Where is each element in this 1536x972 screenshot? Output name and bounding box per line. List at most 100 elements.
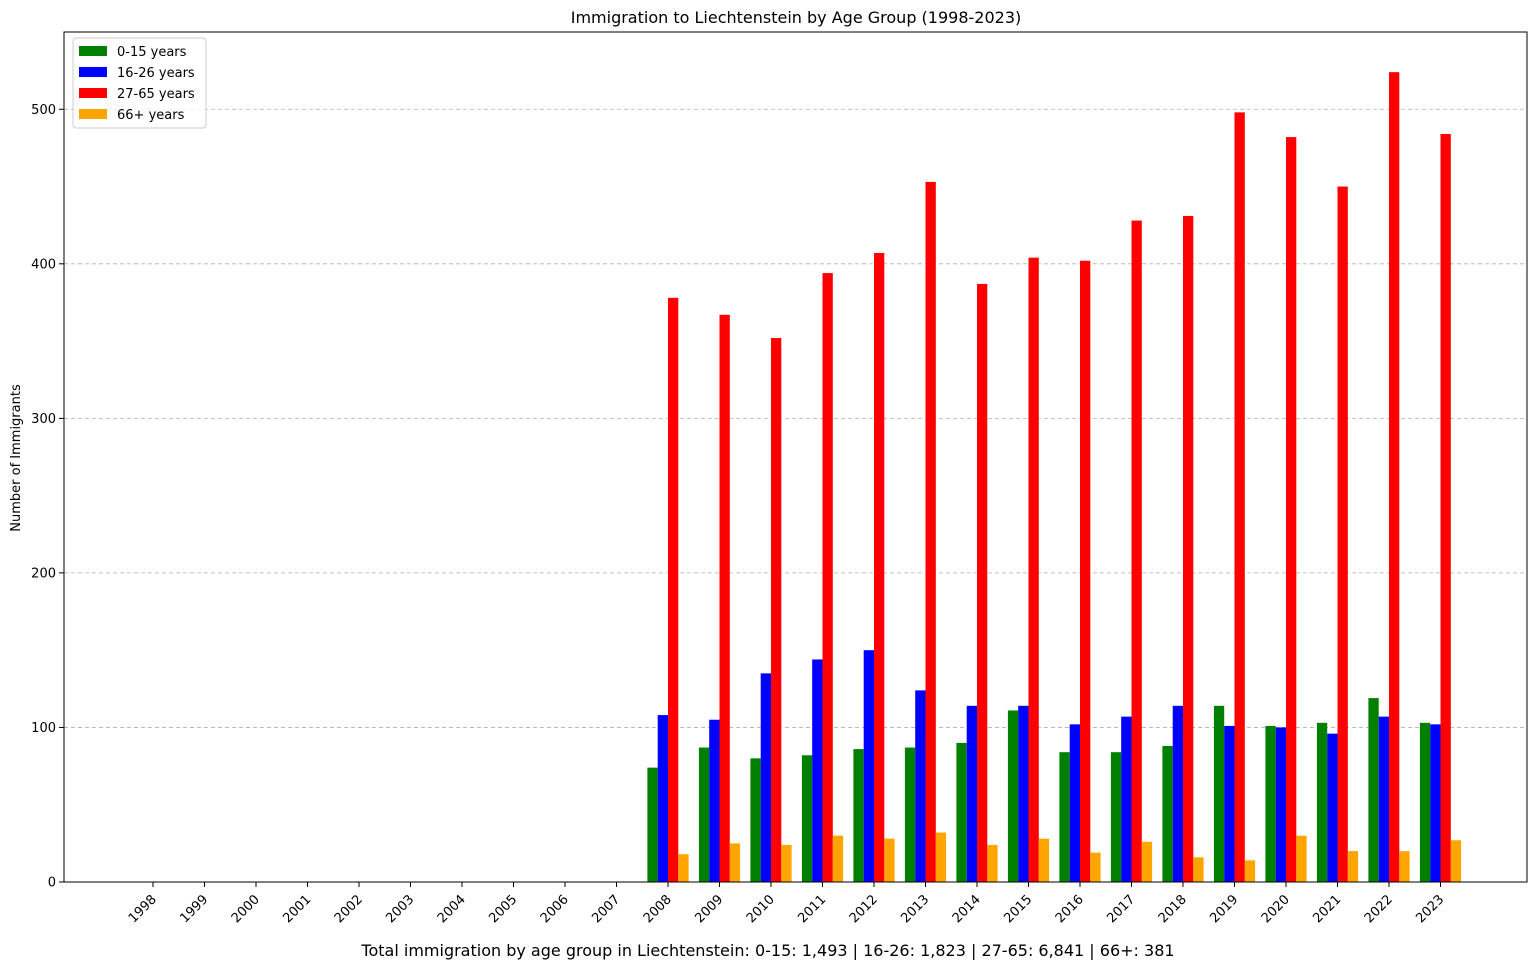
bar-27-65-years-2015 <box>1028 257 1039 882</box>
bars <box>647 72 1462 883</box>
bar-16-26-years-2020 <box>1275 727 1286 882</box>
x-tick-label: 1999 <box>177 892 211 926</box>
bar-27-65-years-2014 <box>977 283 988 883</box>
x-tick-label: 2021 <box>1310 892 1344 926</box>
bar-27-65-years-2008 <box>668 297 679 882</box>
bar-0-15-years-2022 <box>1368 698 1379 882</box>
bar-16-26-years-2009 <box>709 719 720 882</box>
bar-0-15-years-2021 <box>1316 722 1328 882</box>
bar-0-15-years-2014 <box>956 742 967 882</box>
bar-66-years-2012 <box>884 838 895 882</box>
bar-16-26-years-2018 <box>1172 705 1183 882</box>
bar-0-15-years-2012 <box>853 749 864 882</box>
y-tick-label: 100 <box>31 721 56 736</box>
bar-66-years-2017 <box>1141 841 1153 882</box>
x-tick-label: 2015 <box>1001 892 1035 926</box>
bar-27-65-years-2019 <box>1234 112 1245 882</box>
bar-27-65-years-2011 <box>822 273 833 882</box>
bar-66-years-2018 <box>1193 857 1204 882</box>
bar-16-26-years-2010 <box>760 673 771 882</box>
bar-27-65-years-2022 <box>1389 72 1400 882</box>
x-axis: 1998 1999 2000 2001 2002 2003 2004 2005 2006 2007… <box>126 882 1447 926</box>
bar-27-65-years-2020 <box>1286 137 1297 882</box>
bar-0-15-years-2017 <box>1110 752 1122 882</box>
bar-16-26-years-2015 <box>1018 705 1029 882</box>
bar-27-65-years-2013 <box>925 181 936 883</box>
x-tick-label: 2017 <box>1104 892 1138 926</box>
legend-swatch <box>79 109 107 119</box>
bar-66-years-2023 <box>1450 840 1462 882</box>
bar-0-15-years-2015 <box>1007 710 1019 882</box>
bar-16-26-years-2012 <box>863 650 874 882</box>
bar-66-years-2009 <box>729 843 741 882</box>
x-tick-label: 2000 <box>229 892 263 926</box>
x-tick-label: 2023 <box>1413 892 1447 926</box>
footer-summary: Total immigration by age group in Liecht… <box>361 941 1175 960</box>
x-tick-label: 2019 <box>1207 892 1241 926</box>
bar-27-65-years-2023 <box>1440 134 1451 882</box>
x-tick-label: 1998 <box>126 892 160 926</box>
y-tick-label: 400 <box>31 257 56 272</box>
x-tick-label: 2013 <box>898 892 932 926</box>
bar-27-65-years-2009 <box>719 314 730 882</box>
x-tick-label: 2004 <box>435 892 469 926</box>
bar-16-26-years-2017 <box>1121 716 1132 882</box>
bar-16-26-years-2014 <box>966 705 977 882</box>
bar-66-years-2022 <box>1399 851 1410 882</box>
y-tick-label: 500 <box>31 103 56 118</box>
legend-label: 16-26 years <box>117 66 195 81</box>
bar-27-65-years-2012 <box>874 253 885 882</box>
grid-lines <box>64 108 1527 728</box>
x-tick-label: 2008 <box>641 892 675 926</box>
bar-66-years-2010 <box>781 844 792 882</box>
y-tick-label: 200 <box>31 566 56 581</box>
bar-0-15-years-2008 <box>647 767 658 882</box>
legend-label: 27-65 years <box>117 87 195 102</box>
x-tick-label: 2007 <box>589 892 623 926</box>
legend-box <box>72 37 207 129</box>
bar-66-years-2020 <box>1296 835 1307 882</box>
bar-66-years-2015 <box>1038 838 1050 882</box>
bar-27-65-years-2018 <box>1183 215 1194 883</box>
bar-0-15-years-2011 <box>801 755 813 882</box>
bar-27-65-years-2016 <box>1080 260 1091 882</box>
bar-66-years-2013 <box>935 832 947 882</box>
bar-0-15-years-2016 <box>1059 752 1070 882</box>
bar-66-years-2008 <box>678 854 689 882</box>
x-tick-label: 2006 <box>538 892 572 926</box>
bar-16-26-years-2023 <box>1430 724 1441 882</box>
bar-0-15-years-2020 <box>1265 725 1276 882</box>
bar-16-26-years-2019 <box>1224 725 1235 882</box>
legend-swatch <box>79 46 107 56</box>
bar-66-years-2011 <box>832 835 844 882</box>
x-tick-label: 2020 <box>1259 892 1293 926</box>
bar-66-years-2016 <box>1090 852 1101 882</box>
bar-66-years-2014 <box>987 844 998 882</box>
x-tick-label: 2014 <box>950 892 984 926</box>
bar-27-65-years-2010 <box>771 338 782 882</box>
y-axis: 0 100 200 300 400 500 <box>31 103 64 891</box>
x-tick-label: 2010 <box>744 892 778 926</box>
bar-0-15-years-2023 <box>1419 722 1431 882</box>
x-tick-label: 2001 <box>280 892 314 926</box>
x-tick-label: 2003 <box>383 892 417 926</box>
bar-16-26-years-2013 <box>915 690 926 882</box>
bar-0-15-years-2009 <box>698 747 710 882</box>
y-axis-label: Number of Immigrants <box>9 384 24 532</box>
x-tick-label: 2009 <box>692 892 726 926</box>
bar-66-years-2019 <box>1244 860 1256 882</box>
bar-0-15-years-2019 <box>1213 705 1225 882</box>
x-tick-label: 2005 <box>486 892 520 926</box>
legend-swatch <box>79 67 107 77</box>
x-tick-label: 2018 <box>1156 892 1190 926</box>
x-tick-label: 2016 <box>1053 892 1087 926</box>
legend: 0-15 years 16-26 years 27-65 years 66+ year… <box>72 37 207 129</box>
bar-0-15-years-2013 <box>904 747 916 882</box>
bar-27-65-years-2021 <box>1337 186 1348 882</box>
y-tick-label: 0 <box>48 876 56 891</box>
bar-16-26-years-2022 <box>1378 716 1389 882</box>
legend-label: 66+ years <box>117 108 185 123</box>
bar-16-26-years-2016 <box>1069 724 1080 882</box>
bar-0-15-years-2018 <box>1162 746 1173 882</box>
x-tick-label: 2012 <box>847 892 881 926</box>
